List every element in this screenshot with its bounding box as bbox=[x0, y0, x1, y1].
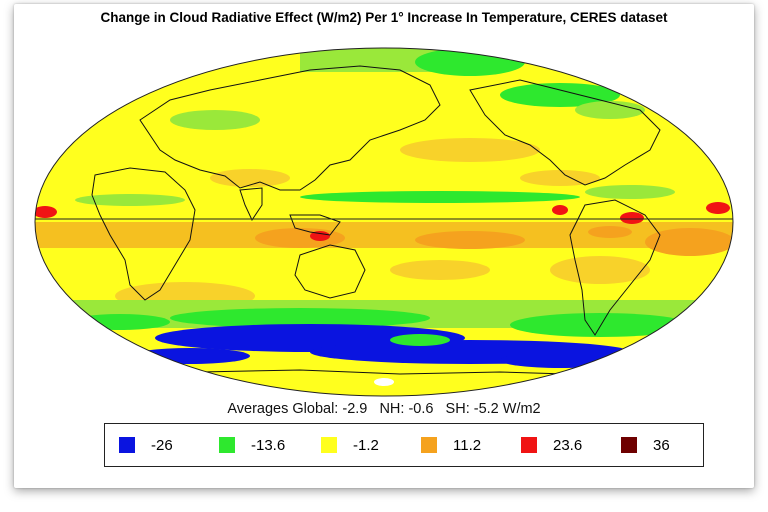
legend-swatch bbox=[621, 437, 637, 453]
east-edge-red bbox=[706, 202, 730, 214]
africa-outline bbox=[91, 167, 196, 301]
greenland-outline bbox=[609, 54, 681, 93]
legend-item: 23.6 bbox=[521, 436, 582, 454]
north-america-outline bbox=[469, 79, 661, 186]
map-title: Change in Cloud Radiative Effect (W/m2) … bbox=[100, 10, 668, 25]
east-pacific-orange bbox=[645, 228, 733, 256]
arctic-green-patch bbox=[415, 48, 525, 76]
southern-ocean-green-gap bbox=[390, 334, 450, 346]
color-legend: -26 -13.6 -1.2 11.2 23.6 36 bbox=[104, 423, 704, 467]
legend-swatch bbox=[219, 437, 235, 453]
averages-prefix: Averages bbox=[227, 401, 289, 417]
legend-swatch bbox=[521, 437, 537, 453]
andes-red bbox=[552, 205, 568, 215]
south-america-outline bbox=[569, 199, 661, 336]
legend-label: -26 bbox=[151, 436, 173, 454]
india-orange-patch bbox=[210, 169, 290, 187]
average-global: Global: -2.9 bbox=[292, 401, 368, 417]
amazon-red bbox=[620, 212, 644, 224]
indonesia-red bbox=[310, 231, 330, 241]
southern-green-band-west bbox=[170, 308, 430, 328]
legend-swatch bbox=[321, 437, 337, 453]
averages-line: Averages Global: -2.9 NH: -0.6 SH: -5.2 … bbox=[0, 401, 768, 417]
map-field bbox=[35, 48, 733, 396]
legend-label: -1.2 bbox=[353, 436, 379, 454]
north-atlantic-lightgreen-patch bbox=[575, 101, 645, 119]
legend-item: 11.2 bbox=[421, 436, 481, 454]
central-america-green bbox=[585, 185, 675, 199]
greenland-green-patch bbox=[610, 70, 690, 90]
west-pacific-orange bbox=[415, 231, 525, 249]
south-atlantic-orange bbox=[550, 256, 650, 284]
southern-ocean-blue-east bbox=[500, 352, 620, 368]
southern-green-band-far-west bbox=[70, 314, 170, 330]
average-nh: NH: -0.6 bbox=[379, 401, 434, 417]
legend-item: 36 bbox=[621, 436, 670, 454]
south-pacific-orange bbox=[390, 260, 490, 280]
atlantic-itcz-green bbox=[75, 194, 185, 206]
west-edge-red bbox=[35, 206, 57, 218]
legend-item: -13.6 bbox=[219, 436, 285, 454]
antarctica-white-patch bbox=[374, 378, 394, 386]
north-atlantic-green-patch bbox=[500, 83, 620, 107]
eurasia-lightgreen-patch bbox=[170, 110, 260, 130]
legend-item: -1.2 bbox=[321, 436, 379, 454]
legend-swatch bbox=[119, 437, 135, 453]
north-pacific-orange-patch bbox=[400, 138, 540, 162]
eurasia-outline bbox=[139, 65, 441, 191]
itcz-green-band bbox=[300, 191, 580, 203]
equatorial-orange-band bbox=[35, 222, 733, 248]
india-outline bbox=[239, 187, 263, 222]
average-sh: SH: -5.2 W/m2 bbox=[445, 401, 541, 417]
brazil-orange bbox=[588, 226, 632, 238]
legend-label: 11.2 bbox=[453, 436, 482, 454]
legend-label: 23.6 bbox=[553, 436, 583, 454]
legend-label: -13.6 bbox=[251, 436, 286, 454]
legend-item: -26 bbox=[119, 436, 173, 454]
legend-label: 36 bbox=[653, 436, 670, 454]
world-map bbox=[34, 47, 734, 397]
map-border bbox=[34, 47, 734, 397]
australia-outline bbox=[294, 244, 366, 299]
indonesia-outline bbox=[289, 214, 341, 236]
southern-green-band-east bbox=[510, 313, 690, 337]
legend-swatch bbox=[421, 437, 437, 453]
